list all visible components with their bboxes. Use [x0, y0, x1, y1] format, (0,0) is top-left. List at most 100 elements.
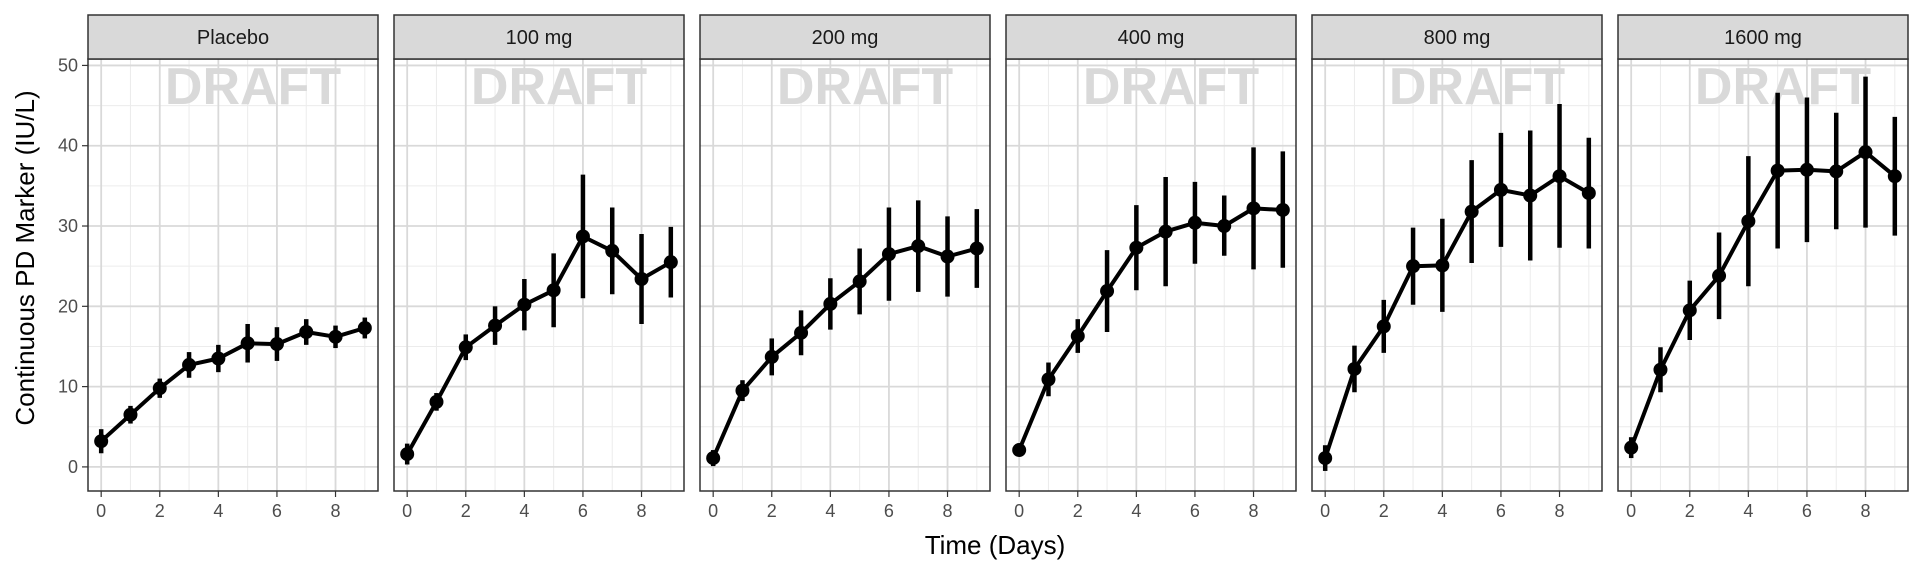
data-point	[1435, 258, 1450, 273]
data-point	[764, 349, 779, 364]
y-tick-label: 50	[58, 55, 78, 75]
x-tick-label: 8	[1555, 501, 1565, 521]
data-point	[1493, 182, 1508, 197]
data-point	[94, 434, 109, 449]
data-point	[735, 383, 750, 398]
data-point	[458, 340, 473, 355]
panel-background	[700, 59, 990, 491]
data-point	[823, 296, 838, 311]
facet-panel: DRAFT 1600 mg 0 2 4 6 8	[1617, 14, 1909, 521]
data-point	[517, 297, 532, 312]
facet-strip	[699, 14, 991, 60]
facet-panel: DRAFT 400 mg 0 2 4 6 8	[1005, 14, 1297, 521]
facet-strip-label: 1600 mg	[1724, 27, 1802, 49]
data-point	[429, 394, 444, 409]
x-axis-title: Time (Days)	[925, 530, 1066, 560]
data-point	[182, 357, 197, 372]
x-tick-label: 6	[1190, 501, 1200, 521]
facet-strip	[1311, 14, 1603, 60]
data-point	[1887, 169, 1902, 184]
facet-strip	[1005, 14, 1297, 60]
data-point	[1275, 202, 1290, 217]
x-tick-label: 8	[943, 501, 953, 521]
y-tick-label: 20	[58, 296, 78, 316]
data-point	[605, 243, 620, 258]
series-line	[1017, 206, 1283, 451]
data-point	[1523, 188, 1538, 203]
data-point	[1741, 214, 1756, 229]
y-tick-label: 0	[68, 457, 78, 477]
data-point	[488, 318, 503, 333]
draft-watermark: DRAFT	[471, 58, 647, 116]
panel-background	[1312, 59, 1602, 491]
facet-panel: DRAFT 100 mg 0 2 4 6 8	[393, 14, 685, 521]
data-point	[1682, 303, 1697, 318]
data-point	[1129, 240, 1144, 255]
draft-watermark: DRAFT	[777, 58, 953, 116]
data-point	[1376, 319, 1391, 334]
x-tick-label: 2	[461, 501, 471, 521]
facet-panel: DRAFT 800 mg 0 2 4 6 8	[1311, 14, 1603, 521]
data-point	[575, 229, 590, 244]
data-point	[663, 255, 678, 270]
data-point	[706, 451, 721, 466]
data-point	[1406, 259, 1421, 274]
x-tick-label: 0	[1014, 501, 1024, 521]
facet-strip-label: 200 mg	[812, 27, 879, 49]
data-point	[123, 407, 138, 422]
x-tick-label: 8	[637, 501, 647, 521]
series-line	[1323, 174, 1590, 459]
series-line	[1629, 150, 1897, 449]
x-tick-label: 0	[1626, 501, 1636, 521]
data-point	[1770, 163, 1785, 178]
facet-strip-label: 100 mg	[506, 27, 573, 49]
x-tick-label: 8	[1249, 501, 1259, 521]
data-point	[211, 351, 226, 366]
facet-strip-label: Placebo	[197, 27, 269, 49]
x-tick-label: 2	[1379, 501, 1389, 521]
facet-panel: DRAFT Placebo 0 2 4 6 8	[87, 14, 379, 521]
x-tick-label: 4	[1743, 501, 1753, 521]
x-tick-label: 8	[1861, 501, 1871, 521]
data-point	[1070, 329, 1085, 344]
y-axis-title: Continuous PD Marker (IU/L)	[10, 90, 40, 425]
data-point	[1653, 362, 1668, 377]
data-point	[240, 336, 255, 351]
x-tick-label: 0	[402, 501, 412, 521]
draft-watermark: DRAFT	[165, 58, 341, 116]
data-point	[1318, 451, 1333, 466]
data-point	[1829, 164, 1844, 179]
data-point	[328, 329, 343, 344]
data-point	[1100, 284, 1115, 299]
draft-watermark: DRAFT	[1695, 58, 1871, 116]
y-tick-label: 40	[58, 136, 78, 156]
series-line	[711, 244, 978, 459]
x-tick-label: 8	[331, 501, 341, 521]
x-tick-label: 4	[825, 501, 835, 521]
x-tick-label: 2	[1685, 501, 1695, 521]
data-point	[940, 249, 955, 264]
x-tick-label: 4	[213, 501, 223, 521]
x-tick-label: 2	[767, 501, 777, 521]
x-tick-label: 6	[578, 501, 588, 521]
data-point	[152, 381, 167, 396]
facet-strip	[87, 14, 379, 60]
data-point	[269, 337, 284, 352]
x-tick-label: 0	[708, 501, 718, 521]
x-tick-label: 0	[96, 501, 106, 521]
data-point	[1217, 219, 1232, 234]
data-point	[1158, 224, 1173, 239]
data-point	[1581, 186, 1596, 201]
data-point	[1799, 162, 1814, 177]
data-point	[794, 325, 809, 340]
x-tick-label: 6	[884, 501, 894, 521]
data-point	[299, 325, 314, 340]
data-point	[1552, 169, 1567, 184]
data-point	[911, 239, 926, 254]
data-point	[634, 272, 649, 287]
series-line	[99, 326, 366, 443]
data-point	[1012, 443, 1027, 458]
data-point	[1464, 204, 1479, 219]
data-point	[1187, 215, 1202, 230]
